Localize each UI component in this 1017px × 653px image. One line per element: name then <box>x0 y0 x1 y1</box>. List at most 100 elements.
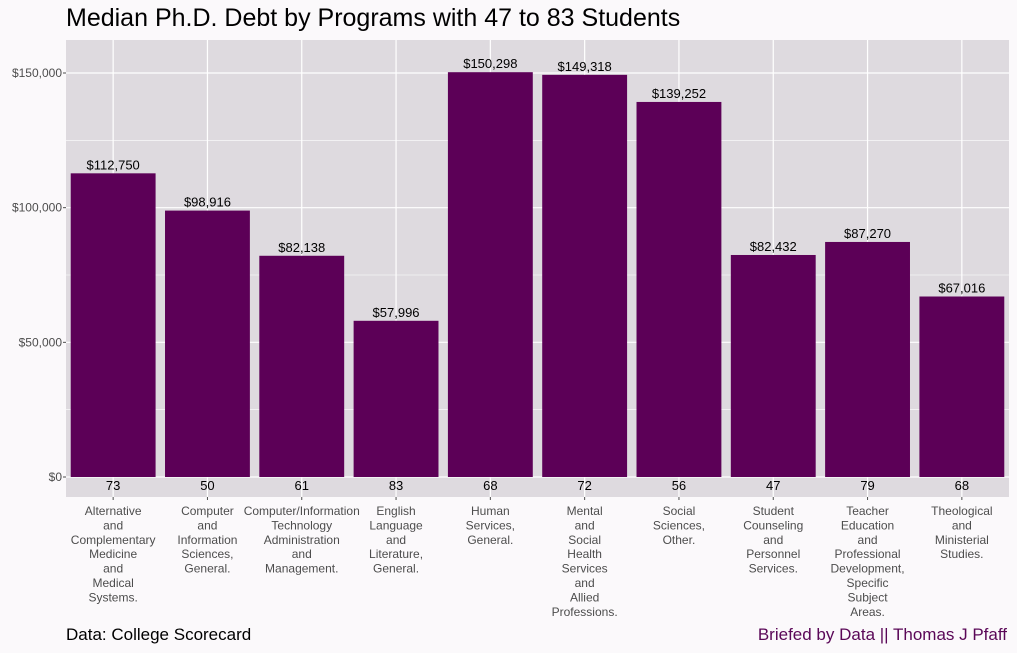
chart-title: Median Ph.D. Debt by Programs with 47 to… <box>66 4 681 32</box>
x-tick-label-line: Sciences, <box>181 547 233 561</box>
x-tick-label: Social Sciences, Other. <box>653 504 705 547</box>
x-tick-label-line: and <box>575 518 595 532</box>
bar <box>542 74 628 477</box>
x-tick-label-line: Social <box>568 533 601 547</box>
x-tick-label-line: Teacher <box>846 504 889 518</box>
x-tick-label-line: Services, <box>466 518 515 532</box>
bar <box>259 255 345 477</box>
x-tick-label-line: Computer/Information <box>244 504 360 518</box>
bar <box>825 241 910 477</box>
x-tick-label: Computer/Information Technology Administra… <box>244 504 360 576</box>
bar-count-label: 83 <box>389 478 403 493</box>
x-tick-label-line: and <box>952 518 972 532</box>
x-tick-label-line: Complementary <box>71 533 156 547</box>
x-tick-label-line: Sciences, <box>653 518 705 532</box>
x-tick-label-line: Health <box>567 547 602 561</box>
x-tick-label-line: Services <box>562 562 608 576</box>
x-tick-label: Teacher Education and Professional Developme… <box>831 504 905 619</box>
bar-value-label: $150,298 <box>463 56 517 71</box>
x-tick-label-line: Mental <box>567 504 603 518</box>
x-tick-label-line: Allied <box>570 590 599 604</box>
bar-count-label: 73 <box>106 478 120 493</box>
x-tick-label-line: Management. <box>265 562 338 576</box>
bar <box>730 254 816 477</box>
y-tick-label: $0 <box>49 470 63 484</box>
y-tick-label: $100,000 <box>12 201 62 215</box>
x-tick-label-line: and <box>575 576 595 590</box>
x-tick-label-line: and <box>197 518 217 532</box>
bar-count-label: 56 <box>672 478 686 493</box>
x-tick-label-line: Personnel <box>746 547 800 561</box>
bar <box>919 296 1005 477</box>
x-tick-label-line: Theological <box>931 504 992 518</box>
x-tick-label-line: Computer <box>181 504 234 518</box>
bar-count-label: 72 <box>577 478 591 493</box>
x-tick-label-line: Student <box>753 504 795 518</box>
x-tick-label-line: Areas. <box>850 605 885 619</box>
x-tick-label-line: Human <box>471 504 510 518</box>
x-tick-label-line: Ministerial <box>935 533 989 547</box>
x-tick-label-line: General. <box>467 533 513 547</box>
x-tick-label-line: Language <box>369 518 423 532</box>
bar-count-label: 79 <box>860 478 874 493</box>
bar-value-label: $82,138 <box>278 240 325 255</box>
bar-value-label: $149,318 <box>558 59 612 74</box>
x-tick-label: English Language and Literature, General. <box>369 504 423 576</box>
x-tick-label-line: Information <box>177 533 237 547</box>
x-tick-label-line: Services. <box>749 562 798 576</box>
bar-count-label: 47 <box>766 478 780 493</box>
bar-value-label: $57,996 <box>373 305 420 320</box>
bar-count-label: 68 <box>483 478 497 493</box>
x-tick-label-line: and <box>858 533 878 547</box>
data-source-caption: Data: College Scorecard <box>66 625 252 644</box>
bar-count-label: 61 <box>295 478 309 493</box>
x-tick-label-line: and <box>292 547 312 561</box>
x-tick-label-line: Professions. <box>552 605 618 619</box>
bar <box>353 320 439 477</box>
author-caption: Briefed by Data || Thomas J Pfaff <box>757 625 1007 644</box>
bar-value-label: $112,750 <box>87 157 140 172</box>
x-tick-label-line: and <box>386 533 406 547</box>
bar-value-label: $87,270 <box>844 226 891 241</box>
x-tick-label-line: Alternative <box>85 504 142 518</box>
bar <box>636 101 722 478</box>
bar <box>70 173 156 477</box>
x-tick-label-line: General. <box>373 562 419 576</box>
x-tick-label-line: Specific <box>847 576 889 590</box>
x-tick-label-line: Literature, <box>369 547 423 561</box>
y-tick-label: $150,000 <box>12 66 62 80</box>
bar <box>447 72 533 477</box>
x-tick-label: Human Services, General. <box>466 504 515 547</box>
x-tick-label-line: Technology <box>271 518 332 532</box>
bar-value-label: $82,432 <box>750 239 797 254</box>
y-tick-label: $50,000 <box>19 335 63 349</box>
x-tick-label-line: Administration <box>264 533 340 547</box>
x-tick-label-line: Development, <box>831 562 905 576</box>
x-tick-label-line: English <box>376 504 415 518</box>
x-tick-label-line: Other. <box>663 533 696 547</box>
bar-count-label: 50 <box>200 478 214 493</box>
bar-value-label: $139,252 <box>652 86 706 101</box>
bar <box>165 210 250 477</box>
x-tick-label-line: Studies. <box>940 547 983 561</box>
x-tick-label: Computer and Information Sciences, General. <box>177 504 237 576</box>
bar-count-label: 68 <box>955 478 969 493</box>
x-tick-label-line: Medical <box>92 576 133 590</box>
x-tick-label-line: Counseling <box>743 518 803 532</box>
x-tick-label-line: Subject <box>848 590 889 604</box>
bar-value-label: $98,916 <box>184 195 231 210</box>
x-tick-label: Mental and Social Health Services and Allied Pr… <box>552 504 618 619</box>
x-tick-label: Student Counseling and Personnel Services. <box>743 504 803 576</box>
x-tick-label-line: Education <box>841 518 894 532</box>
bar-value-label: $67,016 <box>938 281 985 296</box>
x-tick-label-line: Systems. <box>88 590 137 604</box>
x-tick-label-line: Medicine <box>89 547 137 561</box>
x-tick-label-line: and <box>763 533 783 547</box>
x-tick-label-line: General. <box>184 562 230 576</box>
x-tick-label-line: Social <box>663 504 696 518</box>
x-tick-label: Alternative and Complementary Medicine and Me… <box>71 504 156 604</box>
x-tick-label-line: Professional <box>835 547 901 561</box>
x-tick-label: Theological and Ministerial Studies. <box>931 504 992 561</box>
x-tick-label-line: and <box>103 518 123 532</box>
